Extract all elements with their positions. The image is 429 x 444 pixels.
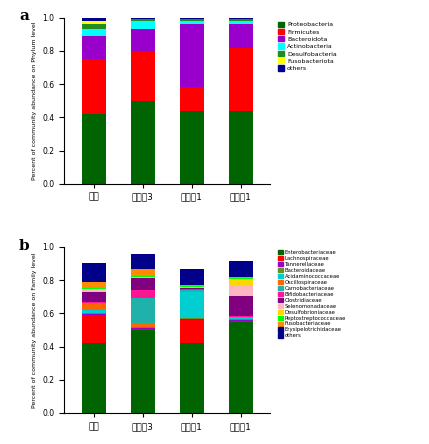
Text: a: a — [19, 9, 29, 24]
Bar — [180, 343, 204, 413]
Bar — [180, 288, 204, 289]
Bar — [130, 278, 155, 290]
Bar — [82, 59, 106, 114]
Bar — [130, 327, 155, 328]
Bar — [130, 254, 155, 269]
Bar — [229, 320, 253, 321]
Bar — [82, 302, 106, 303]
Bar — [130, 19, 155, 20]
Bar — [130, 20, 155, 21]
Bar — [229, 276, 253, 277]
Bar — [229, 319, 253, 320]
Text: b: b — [19, 238, 30, 253]
Bar — [180, 270, 204, 284]
Bar — [180, 320, 204, 343]
Bar — [82, 343, 106, 413]
Bar — [130, 276, 155, 277]
Bar — [180, 284, 204, 285]
Bar — [180, 111, 204, 184]
Bar — [180, 285, 204, 286]
Bar — [130, 29, 155, 51]
Legend: Enterobacteriaceae, Lachnospiraceae, Tannerellaceae, Bacteroidaceae, Acidaminoco: Enterobacteriaceae, Lachnospiraceae, Tan… — [277, 250, 347, 339]
Bar — [82, 290, 106, 292]
Bar — [82, 310, 106, 313]
Bar — [180, 290, 204, 291]
Bar — [130, 101, 155, 184]
Bar — [82, 301, 106, 302]
Bar — [180, 24, 204, 87]
Bar — [82, 303, 106, 310]
Bar — [130, 290, 155, 298]
Bar — [229, 111, 253, 184]
Y-axis label: Percent of community abundance on Phylum level: Percent of community abundance on Phylum… — [32, 21, 37, 180]
Bar — [130, 329, 155, 330]
Bar — [130, 323, 155, 327]
Bar — [229, 20, 253, 21]
Bar — [180, 18, 204, 19]
Bar — [82, 21, 106, 24]
Bar — [180, 286, 204, 287]
Bar — [229, 316, 253, 317]
Bar — [180, 292, 204, 318]
Bar — [82, 280, 106, 282]
Bar — [82, 282, 106, 289]
Bar — [130, 298, 155, 323]
Bar — [130, 330, 155, 413]
Bar — [82, 313, 106, 314]
Bar — [229, 48, 253, 111]
Bar — [180, 87, 204, 111]
Bar — [130, 269, 155, 270]
Bar — [180, 21, 204, 24]
Bar — [130, 328, 155, 329]
Bar — [229, 277, 253, 278]
Bar — [229, 19, 253, 20]
Bar — [130, 51, 155, 101]
Bar — [82, 36, 106, 59]
Bar — [180, 20, 204, 21]
Bar — [180, 291, 204, 292]
Bar — [229, 24, 253, 48]
Bar — [82, 24, 106, 29]
Bar — [130, 21, 155, 29]
Bar — [180, 319, 204, 320]
Bar — [82, 315, 106, 343]
Legend: Proteobacteria, Firmicutes, Bacteroidota, Actinobacteria, Desulfobacteria, Fusob: Proteobacteria, Firmicutes, Bacteroidota… — [278, 21, 337, 72]
Bar — [82, 289, 106, 290]
Bar — [180, 19, 204, 20]
Bar — [82, 314, 106, 315]
Y-axis label: Percent of community abundance on Family level: Percent of community abundance on Family… — [32, 252, 37, 408]
Bar — [180, 287, 204, 288]
Bar — [82, 292, 106, 301]
Bar — [82, 263, 106, 280]
Bar — [229, 286, 253, 296]
Bar — [229, 296, 253, 316]
Bar — [130, 277, 155, 278]
Bar — [130, 18, 155, 19]
Bar — [82, 29, 106, 36]
Bar — [82, 18, 106, 21]
Bar — [229, 21, 253, 24]
Bar — [180, 318, 204, 319]
Bar — [229, 321, 253, 413]
Bar — [130, 270, 155, 276]
Bar — [229, 317, 253, 318]
Bar — [229, 278, 253, 279]
Bar — [180, 289, 204, 290]
Bar — [82, 114, 106, 184]
Bar — [229, 318, 253, 319]
Bar — [229, 18, 253, 19]
Bar — [229, 261, 253, 276]
Bar — [229, 279, 253, 286]
